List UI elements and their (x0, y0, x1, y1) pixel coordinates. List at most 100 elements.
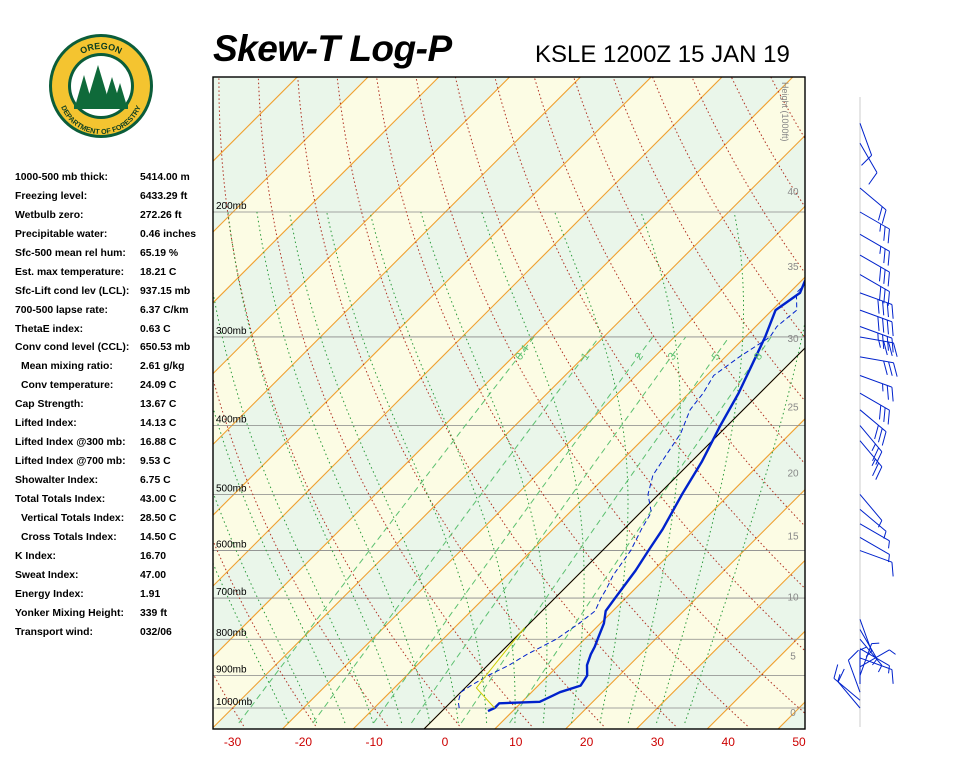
wind-barb-flag (877, 428, 883, 443)
moist-adiabat (656, 211, 744, 724)
wind-barb-flag (881, 209, 887, 224)
stat-label: Lifted Index @700 mb: (15, 456, 126, 468)
stat-value: 16.70 (140, 550, 167, 562)
stat-label: Conv cond level (CCL): (15, 342, 130, 354)
temperature-band (213, 77, 805, 728)
x-tick-label: -20 (295, 735, 313, 749)
wind-barb-staff (859, 629, 878, 660)
wind-barb-flag (891, 387, 894, 402)
isotherm (213, 134, 805, 729)
wind-barb-staff (859, 409, 887, 433)
wind-barb-staff (833, 677, 861, 701)
height-tick-label: 5 (790, 651, 796, 662)
wind-barb-flag (881, 431, 887, 446)
mixing-ratio-line (238, 336, 535, 724)
stat-label: Sweat Index: (15, 569, 79, 581)
stat-value: 339 ft (140, 607, 168, 619)
wind-barb-flag (892, 362, 898, 377)
stat-label: Freezing level: (15, 190, 88, 202)
wind-barb-staff (859, 326, 893, 339)
stat-row: Cap Strength: 13.67 C (15, 399, 215, 418)
wind-barb-flag (872, 658, 878, 666)
wind-barb (859, 211, 890, 244)
wind-barb-flag (887, 228, 890, 244)
mixing-ratio-label: 3 (666, 351, 679, 363)
wind-barb-flag (883, 340, 888, 356)
wind-barb-flag (861, 154, 872, 166)
stat-value: 272.26 ft (140, 209, 182, 221)
wind-barb-staff (859, 649, 890, 668)
wind-barb-staff (859, 356, 894, 364)
height-tick-label: 30 (787, 334, 799, 345)
isotherm (352, 276, 805, 729)
dry-adiabat (297, 77, 604, 727)
agency-logo: OREGON DEPARTMENT OF FORESTRY (49, 34, 153, 138)
chart-subtitle: KSLE 1200Z 15 JAN 19 (535, 41, 790, 68)
wind-barb-staff (859, 523, 890, 542)
wind-barb-staff (859, 440, 883, 468)
stat-label: Lifted Index: (15, 418, 77, 430)
stat-row: Vertical Totals Index: 28.50 C (15, 513, 215, 532)
wind-barb-staff (859, 254, 890, 273)
stat-value: 28.50 C (140, 512, 177, 524)
isotherm (213, 77, 652, 516)
stat-label: Yonker Mixing Height: (15, 607, 124, 619)
stat-row: Wetbulb zero: 272.26 ft (15, 210, 215, 229)
wind-barb (859, 629, 878, 666)
stat-row: Conv cond level (CCL): 650.53 mb (15, 342, 215, 361)
wind-barb-flag (877, 206, 883, 221)
moist-adiabat (554, 211, 629, 724)
stat-row: Lifted Index @700 mb: 9.53 C (15, 456, 215, 475)
isotherm (213, 77, 582, 446)
stat-label: Total Totals Index: (15, 493, 106, 505)
wind-barb-staff (859, 550, 893, 563)
wind-barb-flag (882, 334, 885, 350)
stat-label: Mean mixing ratio: (21, 361, 113, 373)
wind-barb (833, 664, 861, 701)
moist-adiabat (256, 211, 431, 724)
wind-barb-flag (877, 316, 880, 331)
stat-value: 6.75 C (140, 475, 171, 486)
wind-barb (859, 440, 883, 480)
wind-barb-staff (859, 509, 887, 532)
wind-barb-flag (887, 251, 890, 266)
wind-barb-flag (886, 320, 889, 335)
wind-barb-flag (882, 318, 885, 333)
height-tick-label: 40 (787, 187, 799, 198)
stat-row: 1000-500 mb thick: 5414.00 m (15, 172, 215, 191)
height-tick-label: 20 (787, 468, 799, 479)
wind-barb (837, 668, 861, 709)
pressure-label: 400mb (216, 415, 247, 426)
isotherm (213, 77, 794, 658)
x-tick-label: -30 (224, 735, 242, 749)
wind-barb-flag (886, 336, 889, 351)
isotherm (213, 77, 511, 375)
stat-value: 13.67 C (140, 399, 177, 411)
stat-label: Transport wind: (15, 626, 93, 638)
stat-value: 5414.00 m (140, 172, 190, 183)
wind-barb (859, 619, 873, 657)
stat-value: 16.88 C (140, 437, 177, 449)
wind-barb-flag (886, 302, 889, 318)
wind-barb-flag (871, 443, 876, 452)
pressure-label: 1000mb (216, 697, 253, 708)
wind-barb-flag (891, 669, 894, 684)
wind-barb-flag (871, 642, 880, 645)
stat-value: 65.19 % (140, 247, 179, 259)
stat-value: 0.63 C (140, 323, 171, 335)
wind-barb (859, 657, 894, 684)
stat-label: Sfc-500 mean rel hum: (15, 247, 126, 259)
stat-row: Showalter Index: 6.75 C (15, 475, 215, 494)
stat-value: 47.00 (140, 569, 167, 581)
wind-barb (847, 649, 861, 693)
wind-barb (859, 509, 887, 539)
wind-barb (859, 409, 887, 446)
stat-label: Cap Strength: (15, 399, 84, 411)
stat-row: Total Totals Index: 43.00 C (15, 494, 215, 513)
wind-barb (859, 123, 873, 166)
stat-row: Mean mixing ratio: 2.61 g/kg (15, 361, 215, 380)
stat-label: Lifted Index @300 mb: (15, 437, 126, 449)
wind-barb-flag (889, 649, 896, 655)
stat-row: Est. max temperature: 18.21 C (15, 267, 215, 286)
